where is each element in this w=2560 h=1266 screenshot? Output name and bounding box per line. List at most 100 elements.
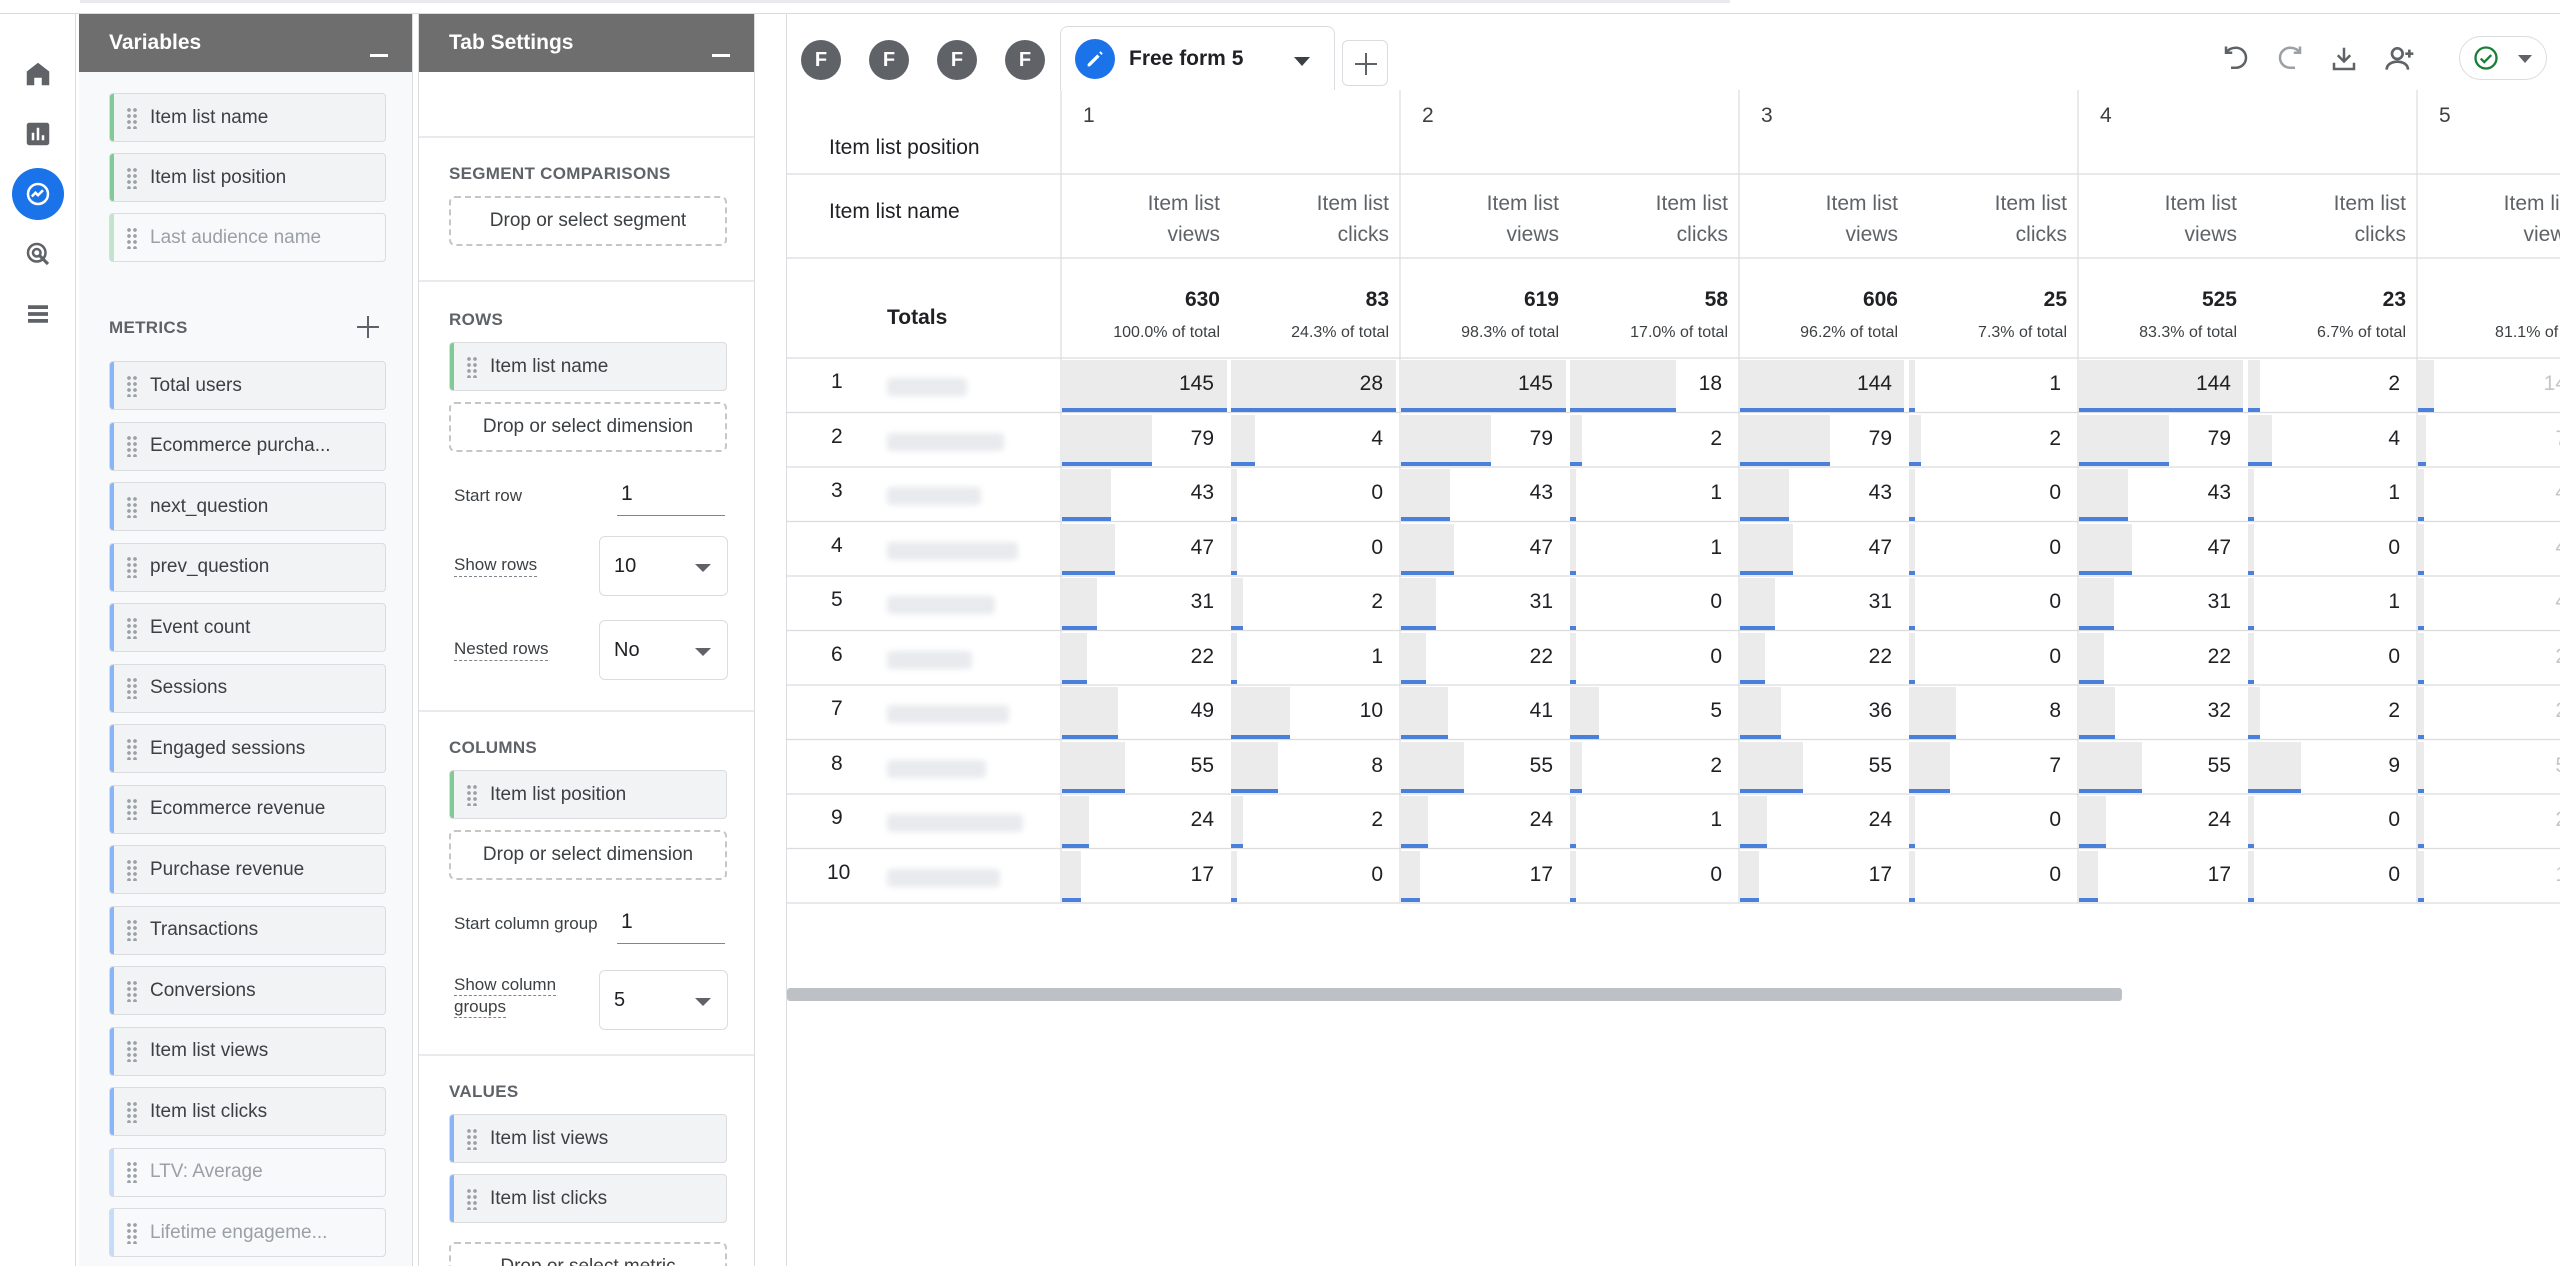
drag-handle-icon[interactable] bbox=[126, 979, 138, 1002]
drag-handle-icon[interactable] bbox=[126, 106, 138, 129]
drag-handle-icon[interactable] bbox=[126, 374, 138, 397]
show-column-groups-select[interactable]: 5 bbox=[599, 970, 728, 1030]
drag-handle-icon[interactable] bbox=[466, 355, 478, 378]
metric-chip[interactable]: Item list views bbox=[109, 1026, 386, 1076]
drag-handle-icon[interactable] bbox=[126, 495, 138, 518]
home-icon[interactable] bbox=[12, 48, 64, 100]
drag-handle-icon[interactable] bbox=[466, 783, 478, 806]
values-chip-views[interactable]: Item list views bbox=[449, 1114, 727, 1163]
values-chip-label: Item list clicks bbox=[490, 1187, 608, 1209]
show-rows-select[interactable]: 10 bbox=[599, 536, 728, 596]
metric-chip[interactable]: Item list clicks bbox=[109, 1087, 386, 1136]
advertising-icon[interactable] bbox=[12, 228, 64, 280]
rows-chip[interactable]: Item list name bbox=[449, 342, 727, 391]
table-horizontal-scrollbar[interactable] bbox=[787, 988, 2122, 1001]
drag-handle-icon[interactable] bbox=[126, 737, 138, 760]
cell-value: 0 bbox=[2388, 862, 2400, 886]
totals-value: 5 bbox=[2426, 288, 2560, 312]
redo-icon[interactable] bbox=[2271, 40, 2309, 78]
download-icon[interactable] bbox=[2325, 40, 2363, 78]
dimension-chip[interactable]: Last audience name bbox=[109, 213, 386, 262]
configure-icon[interactable] bbox=[12, 288, 64, 340]
value-bar bbox=[1401, 414, 1491, 465]
segment-drop-zone[interactable]: Drop or select segment bbox=[449, 196, 727, 246]
drag-handle-icon[interactable] bbox=[466, 1187, 478, 1210]
metric-chip[interactable]: Lifetime engageme... bbox=[109, 1208, 386, 1257]
tab-free-form-2[interactable]: F bbox=[869, 40, 909, 80]
explore-icon[interactable] bbox=[12, 168, 64, 220]
minimize-icon[interactable] bbox=[712, 54, 730, 57]
add-tab-button[interactable] bbox=[1342, 40, 1388, 86]
dimension-chip[interactable]: Item list position bbox=[109, 153, 386, 202]
tab-free-form-1[interactable]: F bbox=[801, 40, 841, 80]
values-chip-clicks[interactable]: Item list clicks bbox=[449, 1174, 727, 1223]
tab-free-form-4[interactable]: F bbox=[1005, 40, 1045, 80]
metric-chip[interactable]: Ecommerce revenue bbox=[109, 784, 386, 834]
drag-handle-icon[interactable] bbox=[126, 858, 138, 881]
rows-drop-zone[interactable]: Drop or select dimension bbox=[449, 402, 727, 452]
cell-value: 49 bbox=[1190, 699, 1214, 722]
reports-icon[interactable] bbox=[12, 108, 64, 160]
rows-chip-label: Item list name bbox=[490, 355, 609, 377]
metric-chip[interactable]: Event count bbox=[109, 603, 386, 652]
tab-active[interactable]: Free form 5 bbox=[1060, 26, 1335, 90]
metric-chip[interactable]: Transactions bbox=[109, 905, 386, 955]
status-pill[interactable] bbox=[2459, 36, 2547, 80]
totals-percent: 6.7% of total bbox=[2317, 324, 2406, 341]
row-number: 5 bbox=[831, 588, 843, 611]
metric-chip[interactable]: next_question bbox=[109, 482, 386, 531]
drag-handle-icon[interactable] bbox=[126, 1161, 138, 1183]
drag-handle-icon[interactable] bbox=[126, 435, 138, 457]
value-bar-underline bbox=[1062, 734, 1118, 739]
metric-chip[interactable]: Sessions bbox=[109, 663, 386, 713]
value-bar bbox=[1740, 687, 1781, 738]
metric-chip[interactable]: Ecommerce purcha... bbox=[109, 421, 386, 471]
dimension-chip[interactable]: Item list name bbox=[109, 93, 386, 142]
add-metric-icon[interactable] bbox=[357, 316, 379, 338]
metric-chip[interactable]: Engaged sessions bbox=[109, 724, 386, 773]
value-bar-underline bbox=[2418, 407, 2434, 412]
cell-value: 145 bbox=[1178, 372, 1214, 395]
caret-down-icon[interactable] bbox=[1294, 57, 1310, 66]
start-row-input[interactable]: 1 bbox=[617, 476, 725, 516]
drag-handle-icon[interactable] bbox=[126, 798, 138, 820]
value-bar bbox=[1570, 687, 1600, 738]
cell-value: 4 bbox=[2487, 481, 2560, 505]
drag-handle-icon[interactable] bbox=[126, 1100, 138, 1123]
nested-rows-select[interactable]: No bbox=[599, 620, 728, 680]
share-user-icon[interactable] bbox=[2381, 40, 2419, 78]
drag-handle-icon[interactable] bbox=[126, 1221, 138, 1244]
start-column-group-input[interactable]: 1 bbox=[617, 904, 725, 944]
value-bar bbox=[1740, 741, 1803, 792]
metric-chip[interactable]: Conversions bbox=[109, 966, 386, 1015]
values-label: VALUES bbox=[449, 1082, 519, 1101]
drag-handle-icon[interactable] bbox=[466, 1127, 478, 1150]
drag-handle-icon[interactable] bbox=[126, 919, 138, 941]
cell-value: 43 bbox=[2207, 481, 2231, 504]
totals-percent: 24.3% of total bbox=[1291, 324, 1389, 341]
columns-chip[interactable]: Item list position bbox=[449, 770, 727, 819]
drag-handle-icon[interactable] bbox=[126, 1040, 138, 1062]
metric-chip[interactable]: prev_question bbox=[109, 542, 386, 592]
variables-header: Variables bbox=[79, 14, 412, 72]
drag-handle-icon[interactable] bbox=[126, 616, 138, 639]
drag-handle-icon[interactable] bbox=[126, 556, 138, 578]
top-scrollbar[interactable] bbox=[80, 0, 1730, 3]
columns-drop-zone[interactable]: Drop or select dimension bbox=[449, 830, 727, 880]
drag-handle-icon[interactable] bbox=[126, 166, 138, 189]
metric-chip[interactable]: Total users bbox=[109, 361, 386, 410]
totals-percent: 7.3% of total bbox=[1978, 324, 2067, 341]
undo-icon[interactable] bbox=[2217, 40, 2255, 78]
metric-chip[interactable]: LTV: Average bbox=[109, 1147, 386, 1197]
values-drop-zone[interactable]: Drop or select metric bbox=[449, 1242, 727, 1266]
drag-handle-icon[interactable] bbox=[126, 677, 138, 699]
cell-value: 43 bbox=[1868, 481, 1892, 504]
tab-free-form-3[interactable]: F bbox=[937, 40, 977, 80]
chip-label: Sessions bbox=[150, 677, 228, 698]
exploration-canvas: F F F F Free form 5 Item lis bbox=[786, 14, 2560, 1266]
minimize-icon[interactable] bbox=[370, 54, 388, 57]
value-bar-underline bbox=[1062, 625, 1098, 630]
value-bar bbox=[1570, 414, 1582, 465]
drag-handle-icon[interactable] bbox=[126, 226, 138, 249]
metric-chip[interactable]: Purchase revenue bbox=[109, 845, 386, 894]
